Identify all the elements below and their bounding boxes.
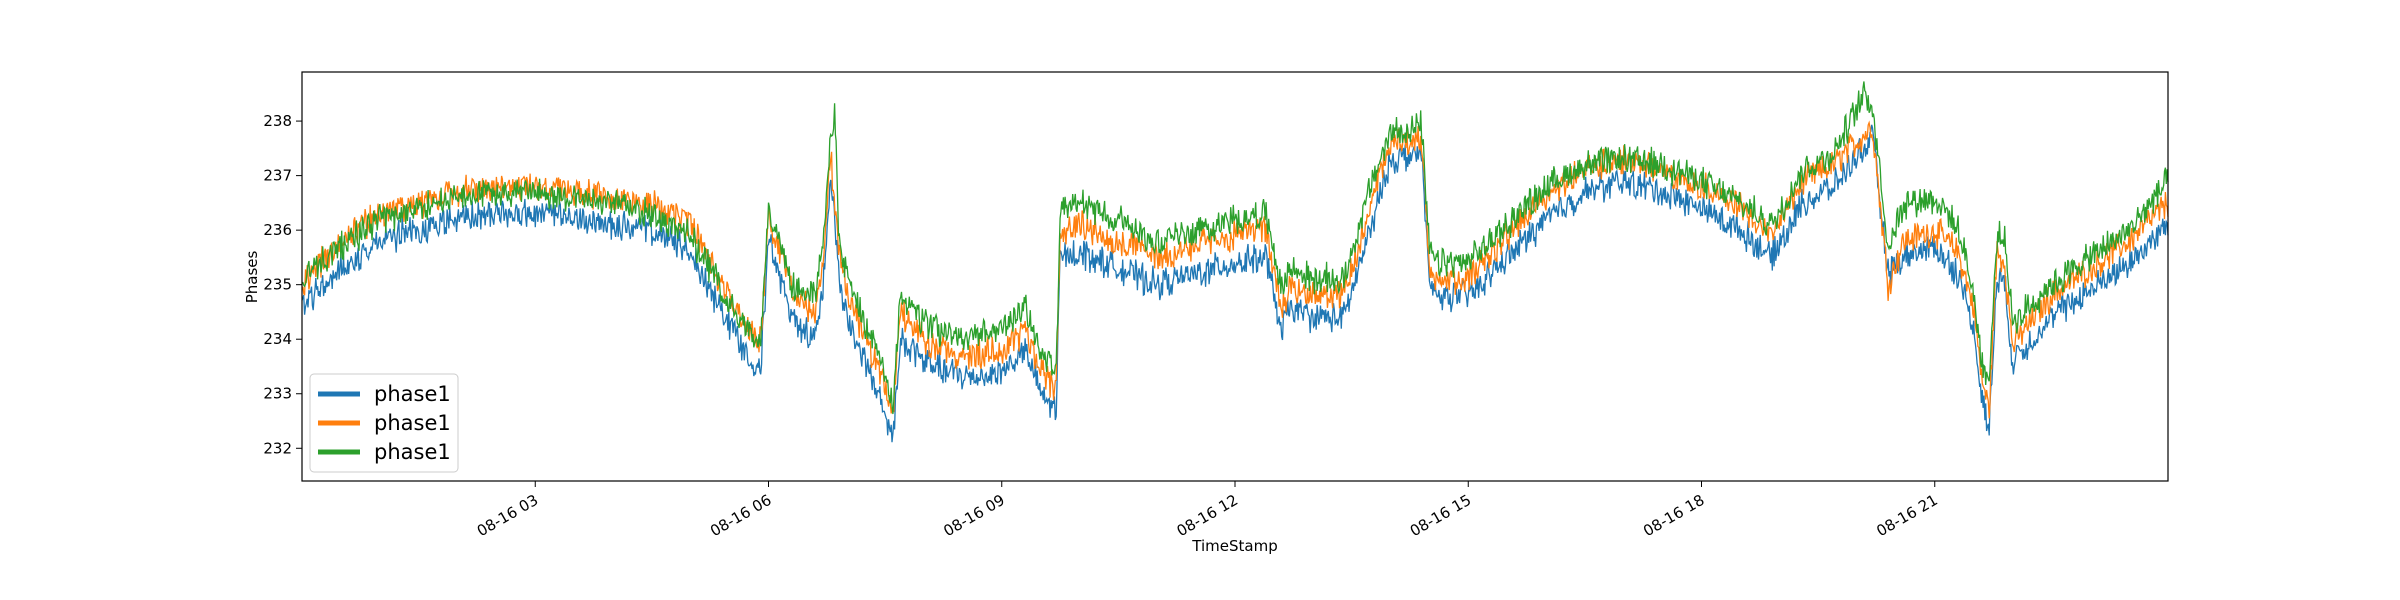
x-axis-label: TimeStamp [1191,537,1277,555]
y-tick-label: 236 [263,221,292,239]
series-line-1 [301,124,2169,443]
y-tick-label: 233 [263,385,292,403]
series-line-3 [301,81,2169,415]
legend-label-1: phase1 [374,382,451,406]
y-axis-label: Phases [243,251,261,304]
y-tick-label: 232 [263,439,292,457]
y-tick-label: 234 [263,330,292,348]
legend-box [309,373,459,473]
series-lines [301,81,2169,443]
y-axis: 232 233 234 235 236 237 238 [263,112,302,457]
legend-label-3: phase1 [374,440,451,464]
legend: phase1 phase1 phase1 [309,373,459,473]
y-tick-label: 238 [263,112,292,130]
legend-label-2: phase1 [374,411,451,435]
y-tick-label: 235 [263,276,292,294]
y-tick-label: 237 [263,167,292,185]
